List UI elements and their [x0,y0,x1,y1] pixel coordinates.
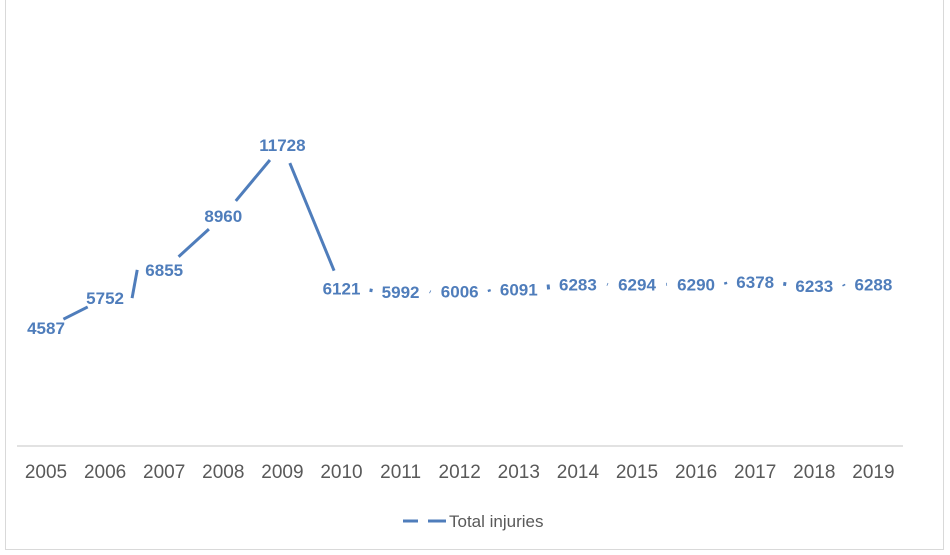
series-line-segment [62,305,89,321]
data-labels: 4587 5752 6855 8960 11728 6121 5992 6006 6091 628… [27,136,892,338]
x-tick-label: 2014 [557,462,600,483]
x-tick-label: 2016 [675,462,717,483]
data-label: 6294 [618,275,656,294]
data-label: 6855 [145,261,183,280]
x-tick-label: 2009 [261,462,303,483]
x-tick-label: 2018 [793,462,835,483]
series-line-segment [369,288,373,293]
series-line-segment [177,227,210,258]
data-label: 8960 [204,207,242,226]
x-tick-label: 2005 [25,462,67,483]
x-tick-label: 2019 [852,462,894,483]
series-total-injuries [62,159,846,321]
series-line-segment [288,162,336,272]
data-label: 6290 [677,275,715,294]
x-tick-label: 2010 [320,462,362,483]
chart-frame [5,0,944,550]
legend: Total injuries [403,512,544,531]
x-tick-label: 2007 [143,462,185,483]
data-label: 6121 [323,280,361,299]
data-label: 6283 [559,276,597,295]
series-line-segment [130,269,139,299]
x-axis-ticks: 2005 2006 2007 2008 2009 2010 2011 2012 2013 2014… [25,462,895,483]
data-label: 11728 [259,136,305,155]
x-tick-label: 2006 [84,462,126,483]
series-line-segment [487,289,492,293]
x-tick-label: 2017 [734,462,776,483]
series-line-segment [782,281,787,287]
data-label: 5992 [382,283,420,302]
x-tick-label: 2013 [498,462,540,483]
series-line-segment [234,159,272,202]
data-label: 6091 [500,280,538,299]
x-tick-label: 2011 [380,462,421,483]
x-tick-label: 2015 [616,462,658,483]
series-line-segment [723,281,728,285]
x-tick-label: 2012 [439,462,481,483]
legend-label: Total injuries [449,512,544,531]
data-label: 4587 [27,319,65,338]
data-label: 6233 [795,277,833,296]
x-tick-label: 2008 [202,462,244,483]
data-label: 6288 [854,275,892,294]
series-line-segment [842,283,846,287]
data-label: 5752 [86,289,124,308]
data-label: 6378 [736,273,774,292]
data-label: 6006 [441,283,479,302]
